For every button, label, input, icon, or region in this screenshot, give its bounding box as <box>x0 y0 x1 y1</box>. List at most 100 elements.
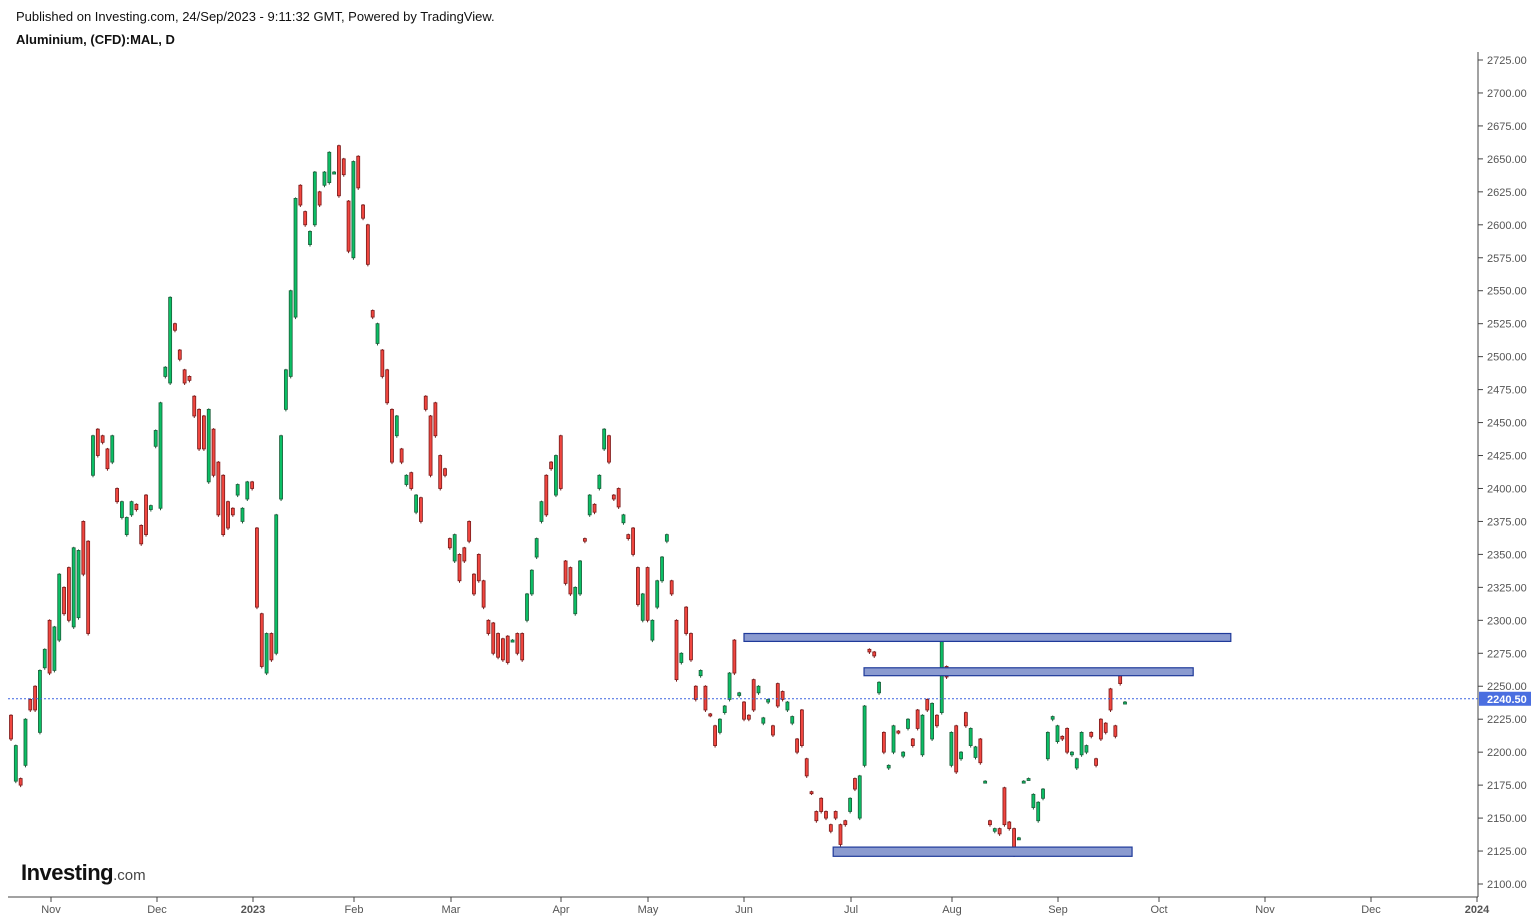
y-tick-label: 2450.00 <box>1487 418 1527 430</box>
candle-up <box>1055 725 1060 743</box>
candle-down <box>997 828 1002 835</box>
candle-down <box>337 145 341 197</box>
published-note: Published on Investing.com, 24/Sep/2023 … <box>16 9 495 24</box>
zones-layer <box>743 632 1232 857</box>
candle-down <box>988 820 992 826</box>
candle-up <box>110 435 115 463</box>
candle-up <box>394 415 399 437</box>
candle-down <box>693 685 698 700</box>
candle-down <box>28 699 33 711</box>
investing-logo: Investing.com <box>21 860 146 886</box>
candle-down <box>867 648 872 653</box>
candle-down <box>881 731 886 753</box>
candle-down <box>298 184 303 206</box>
candle-down <box>341 158 346 176</box>
candle-up <box>655 580 660 608</box>
candle-down <box>828 824 833 832</box>
candle-down <box>582 538 587 542</box>
candle-up <box>245 481 250 500</box>
candle-down <box>568 567 573 595</box>
candle-down <box>1065 728 1070 753</box>
candle-down <box>544 474 549 516</box>
candle-down <box>843 820 848 826</box>
candle-down <box>230 507 235 516</box>
candle-down <box>616 488 621 508</box>
candle-down <box>732 639 737 674</box>
candle-down <box>674 619 679 681</box>
candle-up <box>293 198 298 318</box>
candle-down <box>443 468 447 476</box>
x-tick-label: Aug <box>942 904 962 916</box>
candle-down <box>1089 731 1094 737</box>
x-tick-label: 2023 <box>241 904 265 916</box>
candle-down <box>365 224 370 265</box>
candle-down <box>47 619 52 674</box>
y-tick-label: 2675.00 <box>1487 121 1527 133</box>
candle-up <box>949 731 954 766</box>
zone-support <box>832 846 1133 857</box>
candle-down <box>751 679 756 711</box>
candle-down <box>303 211 308 226</box>
candle-down <box>481 580 486 608</box>
candle-down <box>795 738 799 753</box>
candle-down <box>713 725 717 746</box>
candle-down <box>814 811 819 822</box>
candle-down <box>221 474 226 536</box>
candle-down <box>447 538 452 549</box>
candle-down <box>115 488 119 503</box>
candle-down <box>472 573 476 595</box>
candle-up <box>1079 731 1084 756</box>
candle-down <box>173 323 177 331</box>
candle-down <box>226 501 230 529</box>
candle-up <box>597 474 602 489</box>
candle-up <box>274 514 279 654</box>
candle-down <box>202 415 206 450</box>
y-tick-label: 2300.00 <box>1487 615 1527 627</box>
candle-up <box>168 296 173 384</box>
candle-up <box>756 685 761 694</box>
candle-up <box>1045 731 1050 760</box>
candle-down <box>520 633 525 661</box>
candle-down <box>491 622 496 654</box>
candle-up <box>1021 780 1026 784</box>
candle-up <box>235 484 240 496</box>
candle-up <box>206 408 211 483</box>
candle-down <box>380 349 385 377</box>
zone-resistance-lower <box>863 667 1194 677</box>
candle-up <box>886 764 891 769</box>
candle-down <box>978 738 983 764</box>
candle-up <box>163 366 168 377</box>
candle-up <box>939 639 944 714</box>
candle-down <box>592 503 597 513</box>
candle-up <box>790 716 795 724</box>
candle-down <box>1118 675 1123 685</box>
candle-down <box>356 155 361 189</box>
candle-down <box>211 428 216 476</box>
candle-down <box>703 685 708 711</box>
candle-up <box>148 505 153 510</box>
y-tick-label: 2100.00 <box>1487 879 1527 891</box>
candle-up <box>602 428 607 450</box>
candle-down <box>486 619 491 634</box>
candle-down <box>819 797 824 812</box>
candle-down <box>910 738 915 746</box>
candle-up <box>761 717 766 724</box>
candle-up <box>351 161 356 259</box>
candle-up <box>13 745 18 782</box>
candles-layer <box>9 144 1127 857</box>
candle-down <box>144 494 148 536</box>
candle-up <box>906 718 910 729</box>
candle-down <box>66 567 71 621</box>
candle-up <box>1041 788 1045 799</box>
candle-up <box>120 501 124 518</box>
candle-up <box>322 171 327 186</box>
candle-up <box>534 538 539 558</box>
candle-up <box>650 619 655 641</box>
candle-up <box>660 556 664 582</box>
candle-up <box>153 430 158 447</box>
candle-up <box>375 323 380 344</box>
candle-down <box>177 349 182 360</box>
candle-down <box>390 408 394 463</box>
candle-down <box>645 567 650 621</box>
candle-down <box>804 758 809 777</box>
